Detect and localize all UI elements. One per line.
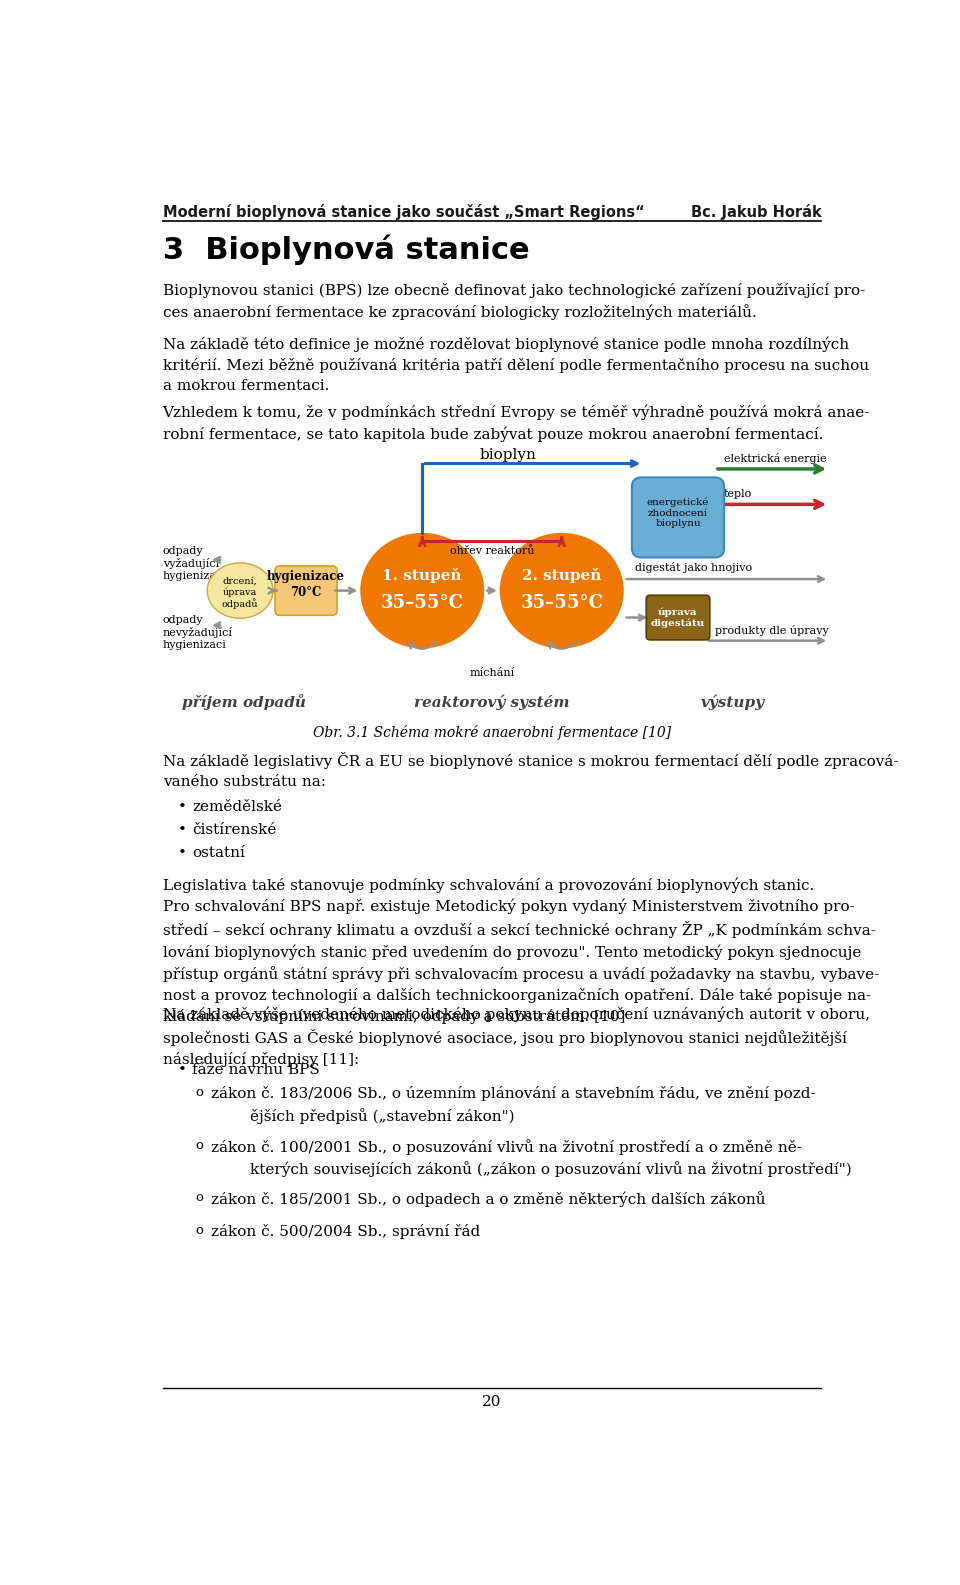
Text: digestát jako hnojivo: digestát jako hnojivo (636, 563, 753, 574)
Text: příjem odpadů: příjem odpadů (182, 694, 306, 710)
Text: reaktorový systém: reaktorový systém (415, 694, 569, 710)
Text: 35–55°C: 35–55°C (520, 594, 603, 612)
Text: bioplyn: bioplyn (479, 449, 536, 463)
Text: odpady
vyžadující
hygienizaci: odpady vyžadující hygienizaci (162, 545, 227, 582)
Text: ohřev reaktorů: ohřev reaktorů (449, 545, 535, 556)
Text: Bioplynovou stanici (BPS) lze obecně definovat jako technologické zařízení použí: Bioplynovou stanici (BPS) lze obecně def… (162, 282, 865, 320)
Text: •: • (179, 800, 187, 815)
Text: Na základě výše uvedeného metodického pokynu a doporučení uznávaných autorit v o: Na základě výše uvedeného metodického po… (162, 1006, 870, 1067)
Text: energetické
zhodnocení
bioplynu: energetické zhodnocení bioplynu (647, 498, 709, 528)
Text: míchání: míchání (469, 667, 515, 678)
Text: odpady
nevyžadující
hygienizaci: odpady nevyžadující hygienizaci (162, 615, 232, 650)
Text: Legislativa také stanovuje podmínky schvalování a provozování bioplynových stani: Legislativa také stanovuje podmínky schv… (162, 877, 878, 1024)
Ellipse shape (207, 563, 273, 618)
Ellipse shape (500, 533, 624, 648)
Text: 3  Bioplynová stanice: 3 Bioplynová stanice (162, 235, 529, 265)
Text: teplo: teplo (724, 490, 753, 499)
Text: o: o (195, 1140, 204, 1152)
Text: hygienizace
70°C: hygienizace 70°C (267, 571, 345, 599)
Text: Vzhledem k tomu, že v podmínkách střední Evropy se téměř výhradně používá mokrá : Vzhledem k tomu, že v podmínkách střední… (162, 404, 870, 442)
Text: o: o (195, 1224, 204, 1236)
Text: zemědělské: zemědělské (192, 800, 282, 815)
Text: zákon č. 183/2006 Sb., o územním plánování a stavebním řádu, ve znění pozd-
    : zákon č. 183/2006 Sb., o územním plánová… (210, 1086, 815, 1124)
Text: úprava
digestátu: úprava digestátu (651, 607, 706, 628)
Text: •: • (179, 846, 187, 861)
Text: 20: 20 (482, 1395, 502, 1409)
Text: zákon č. 185/2001 Sb., o odpadech a o změně některých dalších zákonů: zákon č. 185/2001 Sb., o odpadech a o zm… (210, 1192, 765, 1208)
Text: elektrická energie: elektrická energie (724, 453, 827, 464)
Text: Moderní bioplynová stanice jako součást „Smart Regions“: Moderní bioplynová stanice jako součást … (162, 204, 644, 220)
Text: Bc. Jakub Horák: Bc. Jakub Horák (690, 204, 822, 220)
Text: fáze návrhu BPS: fáze návrhu BPS (192, 1064, 320, 1078)
Text: Obr. 3.1 Schéma mokré anaerobni fermentace [10]: Obr. 3.1 Schéma mokré anaerobni fermenta… (313, 726, 671, 740)
Text: produkty dle úpravy: produkty dle úpravy (715, 624, 828, 636)
FancyBboxPatch shape (275, 566, 337, 615)
Ellipse shape (360, 533, 484, 648)
Text: ostatní: ostatní (192, 846, 245, 861)
Text: čistírenské: čistírenské (192, 823, 276, 837)
Text: výstupy: výstupy (700, 694, 764, 710)
Text: •: • (179, 823, 187, 837)
Text: o: o (195, 1086, 204, 1100)
Text: 2. stupeň: 2. stupeň (522, 567, 601, 583)
FancyBboxPatch shape (646, 596, 709, 640)
Text: 1. stupeň: 1. stupeň (382, 567, 462, 583)
Text: zákon č. 100/2001 Sb., o posuzování vlivů na životní prostředí a o změně ně-
   : zákon č. 100/2001 Sb., o posuzování vliv… (210, 1140, 852, 1178)
Text: •: • (179, 1064, 187, 1078)
Text: drcení,
úprava
odpadů: drcení, úprava odpadů (222, 577, 258, 609)
Text: Na základě legislativy ČR a EU se bioplynové stanice s mokrou fermentací dělí po: Na základě legislativy ČR a EU se bioply… (162, 753, 899, 789)
Text: zákon č. 500/2004 Sb., správní řád: zákon č. 500/2004 Sb., správní řád (210, 1224, 480, 1238)
FancyBboxPatch shape (632, 477, 724, 558)
Text: o: o (195, 1192, 204, 1205)
Text: 35–55°C: 35–55°C (381, 594, 464, 612)
Text: Na základě této definice je možné rozdělovat bioplynové stanice podle mnoha rozd: Na základě této definice je možné rozděl… (162, 336, 869, 393)
